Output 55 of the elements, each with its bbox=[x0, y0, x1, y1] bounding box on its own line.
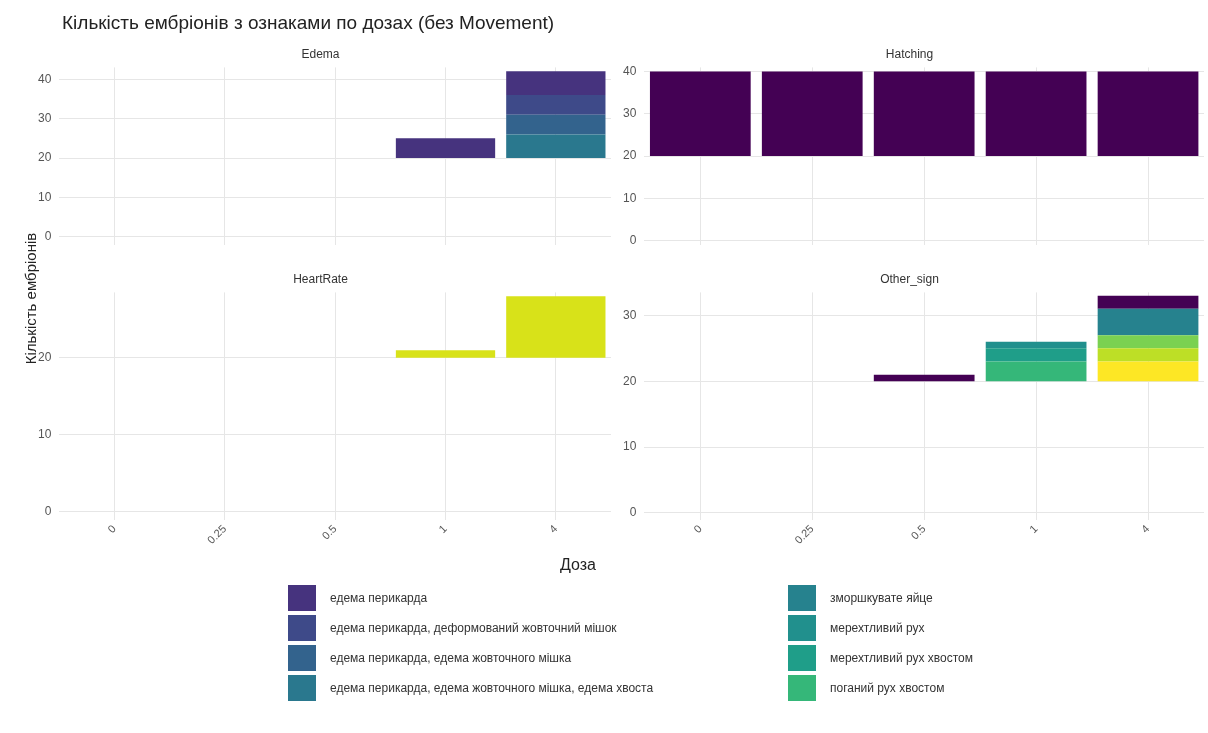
chart-subtitle: HeartRate bbox=[293, 271, 349, 286]
bar bbox=[985, 348, 1087, 362]
y-tick-label: 30 bbox=[622, 106, 637, 121]
y-tick-label: 20 bbox=[37, 350, 52, 365]
x-tick-label: 0 bbox=[691, 522, 704, 536]
y-tick-label: 20 bbox=[622, 373, 637, 388]
bar bbox=[985, 361, 1087, 382]
y-tick-label: 30 bbox=[622, 307, 637, 322]
legend-label: едема перикарда bbox=[330, 591, 428, 605]
bar bbox=[985, 341, 1087, 349]
x-tick-label: 1 bbox=[1026, 522, 1040, 536]
y-tick-label: 10 bbox=[37, 427, 52, 442]
legend-label: зморшкувате яйце bbox=[830, 591, 933, 605]
x-axis-title: Доза bbox=[560, 556, 596, 574]
legend-label: едема перикарда, едема жовточного мішка bbox=[330, 651, 572, 665]
chart-subtitle: Hatching bbox=[885, 46, 934, 61]
bar bbox=[1097, 308, 1199, 336]
bar bbox=[1097, 348, 1199, 362]
bar bbox=[1097, 361, 1199, 382]
x-tick-label: 4 bbox=[546, 522, 560, 536]
chart-subtitle: Other_sign bbox=[880, 271, 939, 286]
y-tick-label: 0 bbox=[629, 505, 637, 520]
chart-subtitle: Edema bbox=[301, 46, 340, 61]
bar bbox=[395, 138, 496, 159]
bar bbox=[506, 95, 606, 115]
bar bbox=[873, 374, 975, 382]
legend-label: поганий рух хвостом bbox=[830, 681, 945, 695]
y-tick-label: 30 bbox=[37, 110, 52, 125]
y-tick-label: 20 bbox=[37, 150, 52, 165]
y-tick-label: 40 bbox=[622, 63, 637, 78]
bar bbox=[506, 114, 606, 135]
x-tick-label: 0.25 bbox=[792, 522, 816, 546]
x-tick-label: 4 bbox=[1138, 522, 1152, 536]
x-tick-label: 0.5 bbox=[319, 522, 339, 542]
x-tick-label: 1 bbox=[436, 522, 450, 536]
x-tick-label: 0.5 bbox=[908, 522, 928, 542]
bar bbox=[1097, 335, 1199, 349]
y-tick-label: 10 bbox=[622, 439, 637, 454]
y-tick-label: 10 bbox=[37, 189, 52, 204]
y-tick-label: 20 bbox=[622, 148, 637, 163]
y-axis-title: Кількість ембріонів bbox=[21, 231, 39, 367]
bar bbox=[506, 134, 606, 159]
legend-label: мерехтливий рух bbox=[830, 621, 925, 635]
bar bbox=[506, 71, 606, 95]
legend-label: мерехтливий рух хвостом bbox=[830, 651, 973, 665]
y-tick-label: 0 bbox=[44, 504, 52, 519]
chart-title: Кількість ембріонів з ознаками по дозах (без Movement) bbox=[62, 12, 555, 34]
legend-label: едема перикарда, едема жовточного мішка, едема хвоста bbox=[330, 681, 654, 695]
x-tick-label: 0 bbox=[105, 522, 119, 536]
bar bbox=[1097, 295, 1199, 309]
y-tick-label: 0 bbox=[44, 229, 52, 244]
y-tick-label: 40 bbox=[37, 71, 52, 86]
y-tick-label: 0 bbox=[629, 232, 637, 247]
y-tick-label: 10 bbox=[622, 190, 637, 205]
legend-label: едема перикарда, деформований жовточний мішок bbox=[330, 621, 617, 635]
